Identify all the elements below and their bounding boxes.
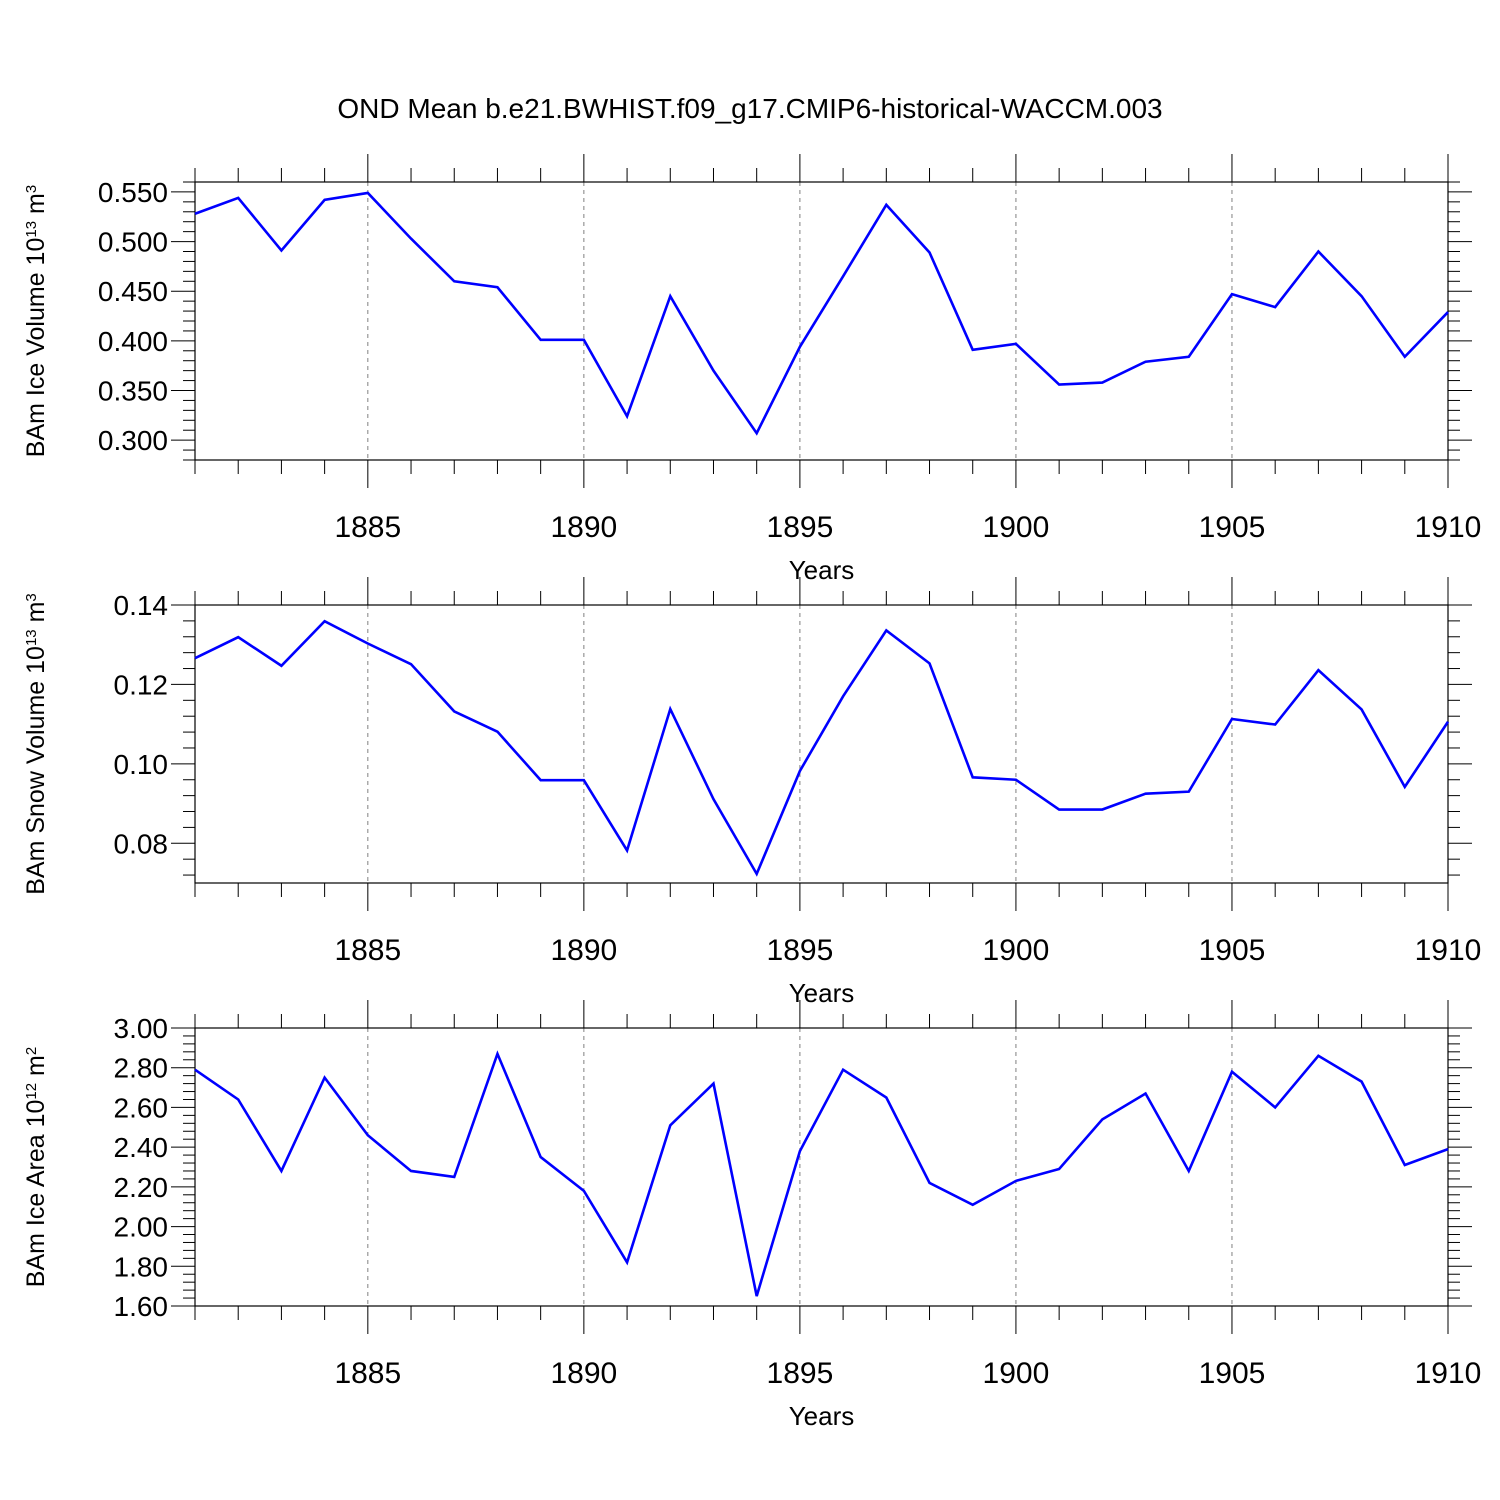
y-axis-label-part: BAm Ice Area 10 — [22, 1100, 50, 1288]
series-line-1 — [194, 619, 1450, 877]
x-tick-label: 1910 — [1415, 1357, 1482, 1390]
y-tick-label: 0.500 — [98, 227, 168, 258]
y-axis-label-part: m — [22, 193, 50, 221]
y-axis-label: BAm Ice Area 1012 m2 — [22, 1047, 50, 1287]
y-tick-label: 0.450 — [98, 276, 168, 307]
y-tick-label: 0.350 — [98, 376, 168, 407]
x-tick-label: 1905 — [1199, 511, 1266, 544]
x-tick-label: 1895 — [767, 511, 834, 544]
y-tick-label: 0.08 — [114, 828, 169, 859]
x-tick-label: 1910 — [1415, 511, 1482, 544]
x-tick-label: 1905 — [1199, 1357, 1266, 1390]
x-tick-label: 1890 — [550, 511, 617, 544]
y-axis-label-superscript: 3 — [23, 593, 40, 601]
x-axis-label: Years — [789, 555, 855, 585]
y-axis-label-superscript: 12 — [23, 1083, 40, 1100]
y-tick-label: 2.00 — [114, 1212, 169, 1243]
y-tick-label: 0.400 — [98, 326, 168, 357]
y-tick-label: 0.12 — [114, 669, 169, 700]
x-tick-label: 1895 — [767, 1357, 834, 1390]
x-tick-label: 1900 — [983, 1357, 1050, 1390]
plot-frame — [194, 604, 1449, 884]
plot-frame — [194, 181, 1449, 461]
y-axis-label-part: BAm Snow Volume 10 — [22, 646, 50, 895]
y-axis-label-part: m — [22, 602, 50, 630]
x-tick-label: 1905 — [1199, 934, 1266, 967]
y-axis-label-superscript: 13 — [23, 629, 40, 646]
x-tick-label: 1885 — [334, 934, 401, 967]
y-axis-label-superscript: 3 — [23, 185, 40, 193]
x-tick-label: 1900 — [983, 511, 1050, 544]
y-axis-label: BAm Ice Volume 1013 m3 — [22, 185, 50, 457]
x-tick-label: 1890 — [550, 1357, 617, 1390]
figure-title: OND Mean b.e21.BWHIST.f09_g17.CMIP6-hist… — [337, 93, 1162, 124]
x-tick-label: 1885 — [334, 511, 401, 544]
y-tick-label: 0.14 — [114, 590, 169, 621]
y-tick-label: 0.550 — [98, 177, 168, 208]
y-tick-label: 0.300 — [98, 425, 168, 456]
panel-1: 0.300 0.350 0.400 0.450 0.500 0.550 1885 1890 18… — [22, 154, 1481, 585]
y-tick-label: 1.80 — [114, 1251, 169, 1282]
x-axis-label: Years — [789, 1401, 855, 1431]
y-tick-label: 2.60 — [114, 1092, 169, 1123]
y-tick-label: 2.20 — [114, 1172, 169, 1203]
y-axis-label: BAm Snow Volume 1013 m3 — [22, 593, 50, 895]
x-tick-label: 1910 — [1415, 934, 1482, 967]
y-tick-label: 1.60 — [114, 1291, 169, 1322]
y-axis-label-part: m — [22, 1055, 50, 1083]
plot-frame — [194, 1027, 1449, 1307]
x-tick-label: 1895 — [767, 934, 834, 967]
x-tick-label: 1900 — [983, 934, 1050, 967]
y-tick-label: 0.10 — [114, 749, 169, 780]
y-tick-label: 2.40 — [114, 1132, 169, 1163]
panel-2: 0.08 0.10 0.12 0.14 1885 1890 1895 1900 1905 1910… — [22, 577, 1481, 1008]
y-tick-label: 2.80 — [114, 1053, 169, 1084]
panels: 0.300 0.350 0.400 0.450 0.500 0.550 1885 1890 18… — [22, 154, 1481, 1431]
y-axis-label-superscript: 13 — [23, 221, 40, 238]
series-line-1 — [194, 1050, 1449, 1297]
x-tick-label: 1890 — [550, 934, 617, 967]
x-tick-label: 1885 — [334, 1357, 401, 1390]
y-axis-label-superscript: 2 — [23, 1047, 40, 1055]
y-axis-label-part: BAm Ice Volume 10 — [22, 238, 50, 458]
y-tick-label: 3.00 — [114, 1013, 169, 1044]
x-axis-label: Years — [789, 978, 855, 1008]
series-line-1 — [194, 191, 1449, 436]
panel-3: 1.60 1.80 2.00 2.20 2.40 2.60 2.80 3.00 1885 1890… — [22, 1000, 1481, 1431]
